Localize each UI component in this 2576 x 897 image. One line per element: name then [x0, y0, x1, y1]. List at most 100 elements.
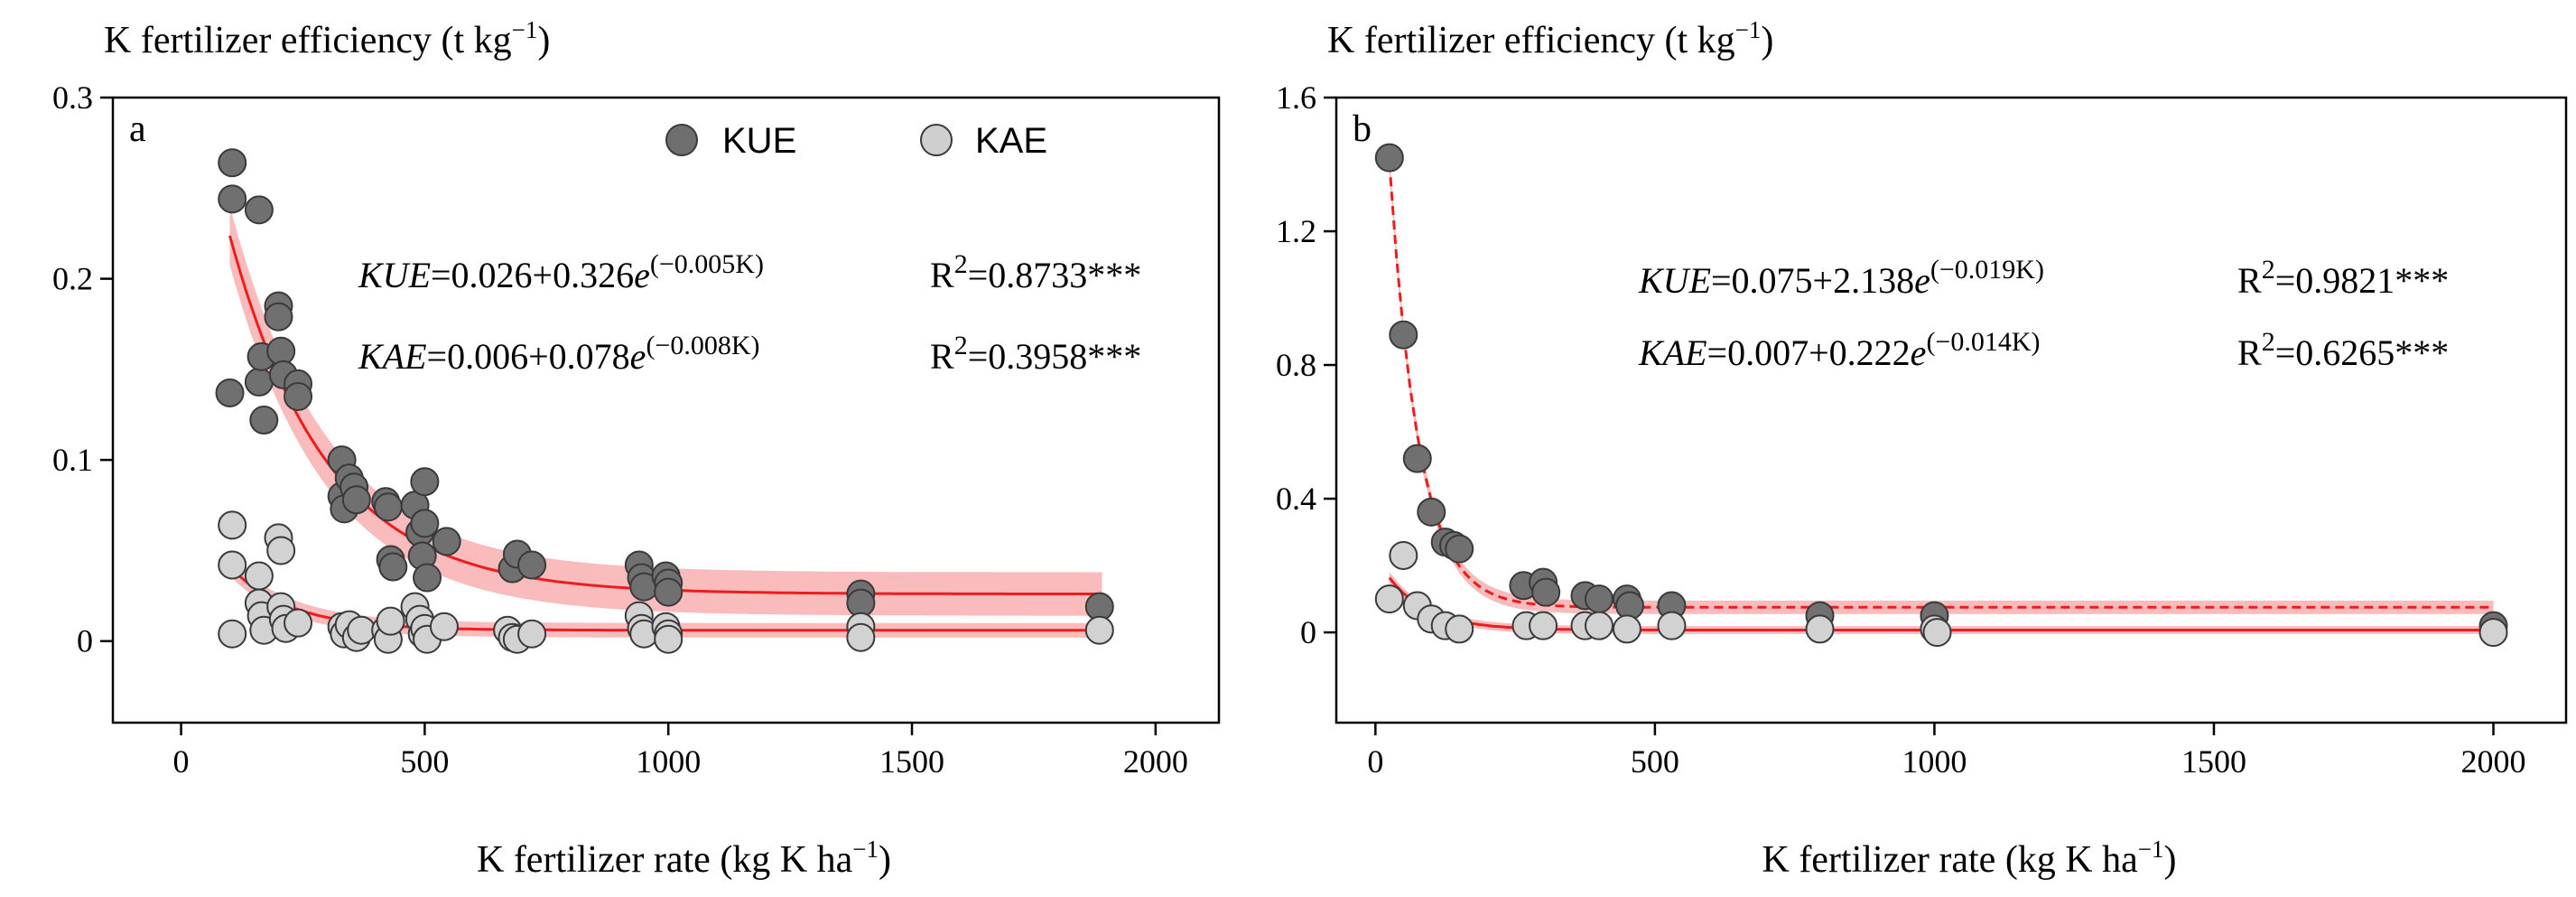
data-point-kue: [1374, 143, 1404, 173]
plot-frame: [1334, 96, 2568, 724]
panel-label: b: [1353, 108, 1372, 150]
data-point-kae: [218, 510, 247, 540]
data-point-kue: [264, 302, 293, 332]
x-tick-label: 1000: [636, 743, 701, 780]
r-squared-kae: R2=0.6265***: [2237, 327, 2449, 373]
equation-exponent: (−0.008K): [646, 331, 759, 360]
data-point-kae: [347, 615, 377, 645]
x-axis-title-text: K fertilizer rate (kg K ha: [1762, 839, 2138, 881]
data-point-kue: [1402, 444, 1432, 473]
data-point-kue: [244, 195, 274, 225]
r-squared-kue: R2=0.8733***: [930, 249, 1141, 295]
data-point-kae: [1612, 614, 1641, 644]
x-tick-label: 500: [1631, 743, 1679, 780]
fit-equation-kue: KUE=0.075+2.138e(−0.019K): [1638, 255, 2044, 301]
data-point-kae: [266, 536, 296, 565]
y-axis-title-sup: −1: [1735, 16, 1762, 43]
data-point-kue: [249, 406, 279, 435]
x-tick-label: 2000: [1123, 743, 1188, 780]
equation-e: e: [630, 336, 646, 377]
data-point-kae: [1584, 611, 1613, 640]
r-squared-symbol: R: [2237, 332, 2262, 373]
y-axis-title-text: K fertilizer efficiency (t kg: [104, 20, 512, 61]
x-axis-title-close: ): [2164, 839, 2177, 881]
data-point-kue: [1417, 497, 1446, 527]
panel-label: a: [129, 108, 146, 150]
equation-coefficients: =0.006+0.078: [427, 336, 630, 377]
legend: KUE KAE: [665, 121, 1047, 161]
data-point-kae: [218, 619, 247, 649]
x-axis-title: K fertilizer rate (kg K ha−1): [1762, 836, 2176, 881]
y-tick-label: 0.4: [1276, 481, 1316, 517]
chart-panel-a: 0 0.1 0.2 0.3 0 500 1000 1500 2000 K fertilizer e…: [52, 16, 1221, 881]
y-tick-label: 0.3: [52, 79, 93, 116]
r-squared-value: =0.8733***: [968, 255, 1142, 295]
r-squared-kue: R2=0.9821***: [2237, 255, 2449, 301]
data-point-kue: [1584, 584, 1613, 614]
y-tick-label: 1.6: [1276, 79, 1316, 116]
data-point-kae: [1374, 584, 1404, 614]
r-squared-value: =0.9821***: [2275, 260, 2450, 301]
x-tick-label: 1000: [1902, 743, 1967, 780]
data-point-kue: [373, 492, 403, 522]
y-tick-label: 1.2: [1276, 213, 1316, 249]
y-tick-label: 0.1: [52, 442, 93, 478]
equation-variable: KUE: [1638, 260, 1711, 301]
equation-coefficients: =0.075+2.138: [1711, 260, 1914, 301]
fit-equation-kae: KAE=0.006+0.078e(−0.008K): [358, 331, 760, 377]
data-point-kue: [654, 577, 684, 607]
data-point-kue: [218, 148, 247, 178]
data-point-kae: [846, 622, 876, 652]
data-point-kae: [1445, 614, 1474, 644]
data-point-kae: [1657, 611, 1687, 640]
x-tick-label: 0: [173, 743, 190, 780]
x-tick-label: 2000: [2461, 743, 2526, 780]
data-point-kue: [410, 509, 440, 538]
r-squared-sup: 2: [954, 331, 968, 360]
x-axis-title: K fertilizer rate (kg K ha−1): [477, 836, 891, 881]
legend-label-kue: KUE: [722, 121, 796, 161]
r-squared-symbol: R: [930, 336, 954, 377]
data-point-kae: [1084, 615, 1114, 645]
data-point-kae: [1529, 611, 1558, 640]
r-squared-symbol: R: [930, 255, 954, 295]
y-tick-label: 0.2: [52, 261, 93, 297]
legend-marker-kue: [665, 124, 698, 156]
data-point-kae: [654, 624, 684, 654]
equation-e: e: [634, 255, 650, 295]
legend-marker-kae: [920, 124, 953, 156]
data-point-kue: [284, 381, 313, 411]
data-point-kue: [244, 367, 274, 397]
y-axis-title: K fertilizer efficiency (t kg−1): [104, 16, 550, 61]
data-point-kue: [517, 550, 547, 580]
equation-variable: KUE: [358, 255, 431, 295]
r-squared-sup: 2: [954, 249, 968, 279]
y-tick-label: 0.8: [1276, 347, 1316, 383]
data-point-kue: [432, 527, 461, 556]
r-squared-value: =0.6265***: [2275, 332, 2450, 373]
x-tick-label: 1500: [879, 743, 944, 780]
fit-equation-kae: KAE=0.007+0.222e(−0.014K): [1638, 327, 2041, 373]
x-axis-title-text: K fertilizer rate (kg K ha: [477, 839, 853, 881]
chart-panel-b: 0 0.4 0.8 1.2 1.6 0 500 1000 1500 2000 K fertilize…: [1276, 16, 2568, 881]
equation-e: e: [1914, 260, 1930, 301]
data-point-kue: [1445, 534, 1474, 564]
y-tick-label: 0: [1300, 614, 1316, 650]
equation-variable: KAE: [1638, 332, 1707, 373]
equation-coefficients: =0.026+0.326: [431, 255, 634, 295]
plot-frame: [111, 96, 1221, 724]
data-point-kue: [378, 552, 408, 582]
x-tick-label: 500: [400, 743, 449, 780]
equation-exponent: (−0.019K): [1930, 255, 2044, 285]
data-point-kue: [215, 378, 245, 407]
data-point-kue: [410, 467, 440, 497]
fit-equation-kue: KUE=0.026+0.326e(−0.005K): [358, 249, 764, 295]
y-axis-title-close: ): [1761, 20, 1773, 61]
x-tick-label: 0: [1367, 743, 1383, 780]
data-point-kue: [413, 563, 442, 593]
data-point-kae: [429, 612, 459, 641]
data-point-kae: [1389, 540, 1418, 570]
data-point-kae: [2478, 618, 2508, 648]
data-point-kue: [218, 184, 247, 214]
